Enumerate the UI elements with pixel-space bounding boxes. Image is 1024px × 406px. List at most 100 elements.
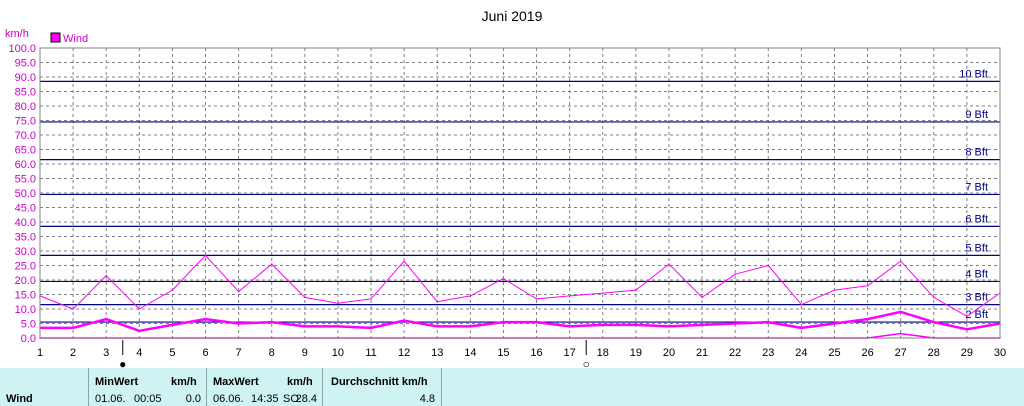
y-tick-label: 95.0 bbox=[15, 58, 36, 70]
data-point bbox=[932, 321, 935, 323]
statistics-bar: Wind MinWert km/h 01.06. 00:05 0.0 MaxWe… bbox=[0, 368, 1024, 406]
max-date: 06.06. bbox=[213, 393, 244, 405]
data-point bbox=[932, 296, 935, 299]
x-tick-label: 5 bbox=[169, 347, 175, 359]
x-tick-label: 25 bbox=[828, 347, 840, 359]
beaufort-label: 4 Bft bbox=[965, 268, 988, 280]
beaufort-label: 5 Bft bbox=[965, 242, 988, 254]
data-point bbox=[767, 321, 770, 323]
max-value: 28.4 bbox=[295, 393, 317, 405]
x-tick-label: 29 bbox=[961, 347, 973, 359]
data-point bbox=[800, 327, 803, 329]
y-tick-label: 70.0 bbox=[15, 130, 36, 142]
data-point bbox=[403, 260, 405, 262]
data-point bbox=[502, 321, 505, 323]
data-point bbox=[270, 321, 273, 323]
min-unit: km/h bbox=[171, 376, 197, 388]
data-point bbox=[337, 302, 339, 305]
data-point bbox=[701, 324, 703, 326]
legend-swatch bbox=[50, 32, 61, 43]
x-tick-label: 7 bbox=[236, 347, 242, 359]
data-point bbox=[734, 273, 736, 276]
y-tick-label: 30.0 bbox=[15, 246, 36, 258]
x-tick-label: 10 bbox=[332, 347, 344, 359]
moon-phase-icon: ● bbox=[119, 357, 126, 368]
x-tick-label: 6 bbox=[202, 347, 208, 359]
beaufort-label: 9 Bft bbox=[965, 109, 988, 121]
data-point bbox=[469, 325, 472, 328]
data-point bbox=[105, 318, 108, 320]
series-line-min bbox=[40, 332, 1000, 339]
y-tick-label: 80.0 bbox=[15, 101, 36, 113]
avg-header: Durchschnitt km/h bbox=[331, 376, 428, 388]
data-point bbox=[171, 324, 174, 326]
data-point bbox=[237, 290, 240, 293]
stats-max-cell: MaxWert km/h 06.06. 14:35 SO 28.4 bbox=[206, 368, 323, 406]
max-time: 14:35 bbox=[251, 393, 279, 405]
data-point bbox=[899, 311, 902, 313]
data-point bbox=[304, 296, 306, 299]
data-point bbox=[568, 325, 571, 328]
x-tick-label: 15 bbox=[497, 347, 509, 359]
y-tick-label: 20.0 bbox=[15, 275, 36, 287]
axes: 0.0 5.0 10.0 15.0 20.0 25.0 30.0 35.0 40.0 45.0 50… bbox=[8, 43, 1006, 359]
data-point bbox=[601, 324, 604, 326]
data-point bbox=[833, 289, 836, 291]
data-point bbox=[568, 295, 571, 297]
data-point bbox=[436, 325, 439, 328]
grid bbox=[40, 48, 1000, 338]
y-tick-label: 0.0 bbox=[21, 333, 36, 345]
plot-frame bbox=[39, 47, 1001, 339]
data-point bbox=[767, 264, 770, 267]
x-tick-label: 26 bbox=[861, 347, 873, 359]
data-point bbox=[436, 300, 439, 303]
x-tick-label: 19 bbox=[630, 347, 642, 359]
x-tick-label: 8 bbox=[269, 347, 275, 359]
x-tick-label: 4 bbox=[136, 347, 142, 359]
data-point bbox=[866, 318, 869, 320]
x-tick-label: 1 bbox=[37, 347, 43, 359]
min-value: 0.0 bbox=[185, 393, 201, 405]
data-point bbox=[899, 332, 902, 335]
data-point bbox=[204, 318, 207, 320]
data-point bbox=[237, 322, 240, 325]
data-point bbox=[601, 292, 604, 294]
stats-avg-cell: Durchschnitt km/h 4.8 bbox=[322, 368, 442, 406]
data-point bbox=[668, 325, 670, 328]
data-point bbox=[270, 263, 273, 265]
x-tick-label: 3 bbox=[103, 347, 109, 359]
beaufort-label: 8 Bft bbox=[965, 147, 988, 159]
series-lines bbox=[39, 254, 1001, 339]
data-point bbox=[966, 328, 968, 331]
y-tick-label: 25.0 bbox=[15, 261, 36, 273]
y-tick-label: 65.0 bbox=[15, 145, 36, 157]
x-tick-label: 27 bbox=[895, 347, 907, 359]
x-tick-label: 14 bbox=[464, 347, 476, 359]
x-tick-label: 11 bbox=[365, 347, 376, 359]
max-unit: km/h bbox=[287, 376, 313, 388]
data-point bbox=[403, 319, 405, 322]
min-date: 01.06. bbox=[95, 393, 126, 405]
data-point bbox=[105, 274, 108, 277]
data-point bbox=[72, 308, 74, 310]
x-tick-label: 16 bbox=[530, 347, 542, 359]
x-tick-label: 2 bbox=[70, 347, 76, 359]
data-point bbox=[800, 303, 803, 306]
data-point bbox=[635, 289, 637, 291]
stats-row-label: Wind bbox=[6, 393, 33, 405]
chart-title: Juni 2019 bbox=[482, 8, 543, 24]
y-tick-label: 35.0 bbox=[15, 232, 36, 244]
y-tick-label: 55.0 bbox=[15, 174, 36, 186]
y-tick-label: 5.0 bbox=[21, 319, 36, 331]
data-point bbox=[138, 308, 141, 310]
y-tick-label: 100.0 bbox=[8, 43, 36, 55]
y-tick-label: 60.0 bbox=[15, 159, 36, 171]
moon-phases: ● ○ bbox=[119, 340, 590, 368]
series-line-max bbox=[39, 254, 1001, 317]
y-tick-label: 75.0 bbox=[15, 116, 36, 128]
data-point bbox=[171, 289, 174, 291]
data-point bbox=[668, 263, 670, 265]
x-tick-label: 30 bbox=[994, 347, 1006, 359]
y-tick-label: 50.0 bbox=[15, 188, 36, 200]
beaufort-label: 10 Bft bbox=[959, 68, 988, 80]
